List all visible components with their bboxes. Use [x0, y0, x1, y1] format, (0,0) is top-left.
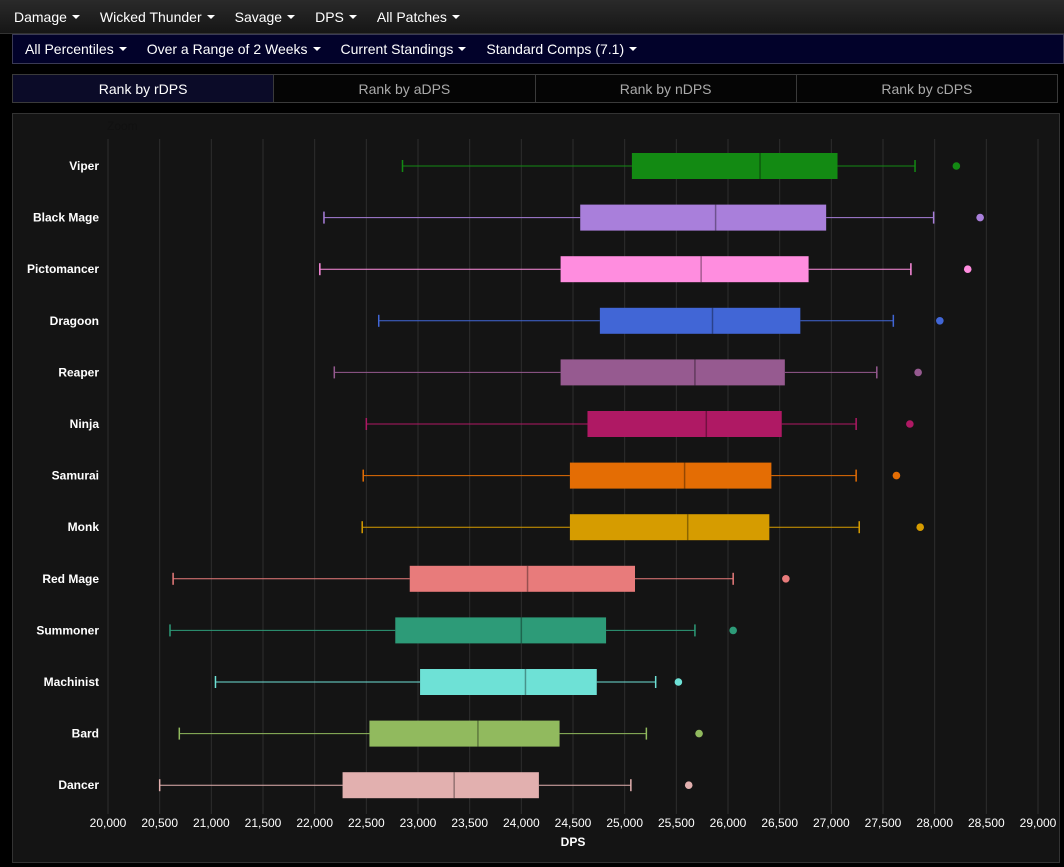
y-category-label: Black Mage	[33, 211, 99, 225]
box-iqr	[587, 411, 782, 437]
outlier-point	[892, 471, 901, 480]
menu-role-label: DPS	[315, 8, 344, 25]
x-tick-label: 20,500	[141, 816, 178, 830]
x-tick-label: 26,000	[710, 816, 747, 830]
menu-difficulty-label: Savage	[234, 8, 283, 25]
box-iqr	[599, 307, 801, 334]
menu-role[interactable]: DPS	[305, 9, 367, 25]
y-category-label: Machinist	[44, 675, 99, 689]
outlier-point	[916, 523, 924, 531]
outlier-point	[729, 626, 737, 635]
filter-comps[interactable]: Standard Comps (7.1)	[476, 41, 647, 57]
chevron-down-icon	[118, 47, 127, 51]
outlier-point	[782, 575, 790, 583]
x-tick-label: 25,500	[658, 816, 695, 830]
outlier-point	[695, 729, 703, 738]
y-category-label: Summoner	[36, 623, 99, 637]
filter-standings-label: Current Standings	[340, 41, 454, 57]
chevron-down-icon	[287, 14, 296, 19]
chevron-down-icon	[458, 47, 467, 51]
filter-percentiles-label: All Percentiles	[25, 41, 114, 57]
x-tick-label: 27,000	[813, 816, 850, 830]
outlier-point	[674, 678, 683, 686]
x-tick-label: 25,000	[606, 816, 643, 830]
box-iqr	[560, 359, 785, 386]
box-iqr	[342, 772, 539, 799]
tab-ndps[interactable]: Rank by nDPS	[535, 75, 797, 102]
x-tick-label: 27,500	[865, 816, 902, 830]
tab-rdps[interactable]: Rank by rDPS	[13, 75, 275, 102]
chevron-down-icon	[348, 14, 357, 19]
y-category-label: Bard	[72, 727, 99, 741]
chevron-down-icon	[451, 14, 460, 19]
y-category-label: Red Mage	[42, 572, 99, 586]
box-iqr	[569, 514, 770, 541]
x-tick-label: 28,500	[968, 816, 1005, 830]
y-category-label: Dragoon	[50, 314, 99, 328]
x-axis-title: DPS	[561, 835, 586, 849]
filter-range-label: Over a Range of 2 Weeks	[146, 41, 308, 57]
y-category-label: Ninja	[70, 417, 100, 431]
menu-damage-label: Damage	[14, 8, 67, 25]
zoom-label[interactable]: Zoom	[107, 119, 138, 133]
menu-damage[interactable]: Damage	[4, 9, 90, 25]
x-tick-label: 26,500	[761, 816, 798, 830]
y-category-label: Reaper	[58, 365, 99, 379]
x-tick-label: 24,000	[503, 816, 540, 830]
outlier-point	[936, 317, 944, 325]
menu-patches[interactable]: All Patches	[367, 9, 470, 25]
filter-range[interactable]: Over a Range of 2 Weeks	[137, 41, 331, 57]
tab-adps[interactable]: Rank by aDPS	[274, 75, 536, 102]
outlier-point	[906, 420, 914, 428]
boxplot-chart: 20,000 20,500 21,000 21,500 22,000 22,500 23,0…	[27, 139, 1057, 849]
outlier-point	[914, 368, 922, 377]
filter-percentiles[interactable]: All Percentiles	[15, 41, 137, 57]
x-tick-label: 22,500	[348, 816, 385, 830]
x-tick-label: 23,500	[451, 816, 488, 830]
box-iqr	[569, 462, 772, 489]
outlier-point	[963, 265, 972, 273]
y-category-label: Dancer	[58, 778, 99, 792]
chevron-down-icon	[629, 47, 638, 51]
rank-tabs: Rank by rDPS Rank by aDPS Rank by nDPS R…	[12, 74, 1058, 103]
y-category-label: Samurai	[52, 469, 99, 483]
x-tick-label: 29,000	[1020, 816, 1057, 830]
menu-encounter[interactable]: Wicked Thunder	[90, 9, 225, 25]
y-category-label: Pictomancer	[27, 262, 99, 276]
outlier-point	[952, 162, 961, 170]
box-iqr	[369, 720, 560, 747]
box-iqr	[580, 204, 827, 231]
x-tick-label: 23,000	[400, 816, 437, 830]
x-tick-label: 28,000	[916, 816, 953, 830]
box-iqr	[631, 153, 838, 179]
filter-standings[interactable]: Current Standings	[331, 41, 477, 57]
menu-difficulty[interactable]: Savage	[225, 9, 305, 25]
x-tick-label: 20,000	[90, 816, 127, 830]
box-iqr	[395, 617, 607, 644]
chevron-down-icon	[206, 14, 215, 19]
outlier-point	[976, 213, 984, 222]
menu-encounter-label: Wicked Thunder	[99, 8, 202, 25]
x-tick-label: 21,500	[245, 816, 282, 830]
filter-bar: All Percentiles Over a Range of 2 Weeks …	[12, 34, 1064, 64]
box-iqr	[560, 256, 809, 283]
tab-cdps[interactable]: Rank by cDPS	[796, 75, 1057, 102]
top-menubar: Damage Wicked Thunder Savage DPS All Pat…	[0, 0, 1064, 34]
filter-comps-label: Standard Comps (7.1)	[486, 41, 625, 57]
chart-panel: Zoom 20,000 20,500 21,000 21,500 22,000 22,50…	[12, 113, 1060, 863]
x-tick-label: 22,000	[296, 816, 333, 830]
menu-patches-label: All Patches	[376, 8, 447, 25]
chevron-down-icon	[312, 47, 321, 51]
y-category-label: Monk	[68, 520, 100, 534]
x-tick-label: 24,500	[555, 816, 592, 830]
y-category-label: Viper	[69, 159, 99, 173]
chevron-down-icon	[71, 14, 80, 19]
outlier-point	[684, 781, 693, 789]
box-iqr	[420, 669, 597, 695]
box-iqr	[409, 565, 635, 592]
x-tick-label: 21,000	[193, 816, 230, 830]
